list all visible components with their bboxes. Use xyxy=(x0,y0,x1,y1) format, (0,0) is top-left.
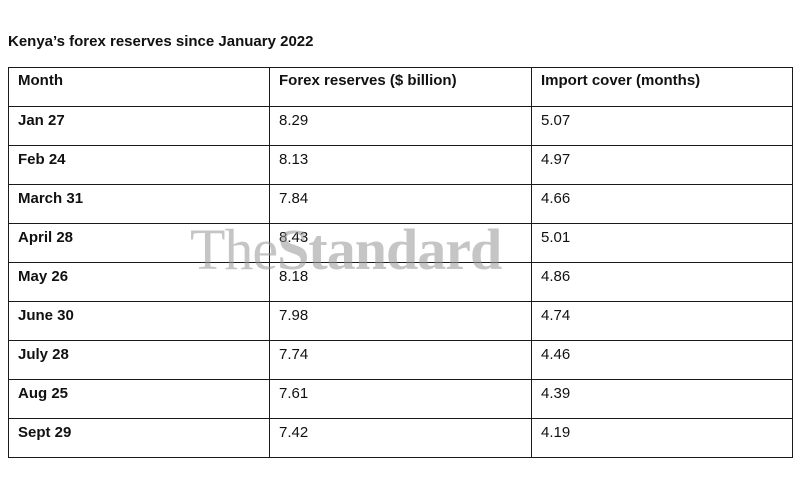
forex-reserves-cell: 7.84 xyxy=(269,184,532,224)
import-cover-cell: 4.66 xyxy=(531,184,793,224)
month-cell: May 26 xyxy=(8,262,270,302)
table-row: April 28 8.43 5.01 xyxy=(8,223,793,263)
month-cell: July 28 xyxy=(8,340,270,380)
header-import-cover: Import cover (months) xyxy=(531,67,793,107)
import-cover-cell: 4.74 xyxy=(531,301,793,341)
forex-table: Month Forex reserves ($ billion) Import … xyxy=(8,67,793,458)
forex-reserves-cell: 7.98 xyxy=(269,301,532,341)
import-cover-cell: 4.97 xyxy=(531,145,793,185)
forex-reserves-cell: 8.18 xyxy=(269,262,532,302)
table-row: June 30 7.98 4.74 xyxy=(8,301,793,341)
import-cover-cell: 4.39 xyxy=(531,379,793,419)
table-row: July 28 7.74 4.46 xyxy=(8,340,793,380)
table-row: Sept 29 7.42 4.19 xyxy=(8,418,793,458)
month-cell: Aug 25 xyxy=(8,379,270,419)
import-cover-cell: 5.01 xyxy=(531,223,793,263)
table-header-row: Month Forex reserves ($ billion) Import … xyxy=(8,67,793,107)
table-row: May 26 8.18 4.86 xyxy=(8,262,793,302)
table-row: Aug 25 7.61 4.39 xyxy=(8,379,793,419)
table-row: Feb 24 8.13 4.97 xyxy=(8,145,793,185)
forex-reserves-cell: 7.74 xyxy=(269,340,532,380)
forex-reserves-cell: 8.29 xyxy=(269,106,532,146)
table-row: March 31 7.84 4.66 xyxy=(8,184,793,224)
month-cell: Feb 24 xyxy=(8,145,270,185)
import-cover-cell: 4.19 xyxy=(531,418,793,458)
forex-reserves-cell: 7.42 xyxy=(269,418,532,458)
import-cover-cell: 5.07 xyxy=(531,106,793,146)
month-cell: Sept 29 xyxy=(8,418,270,458)
import-cover-cell: 4.46 xyxy=(531,340,793,380)
month-cell: April 28 xyxy=(8,223,270,263)
month-cell: June 30 xyxy=(8,301,270,341)
header-forex-reserves: Forex reserves ($ billion) xyxy=(269,67,532,107)
table-title: Kenya’s forex reserves since January 202… xyxy=(8,33,314,50)
forex-reserves-cell: 8.13 xyxy=(269,145,532,185)
header-month: Month xyxy=(8,67,270,107)
month-cell: Jan 27 xyxy=(8,106,270,146)
forex-reserves-cell: 8.43 xyxy=(269,223,532,263)
forex-reserves-cell: 7.61 xyxy=(269,379,532,419)
import-cover-cell: 4.86 xyxy=(531,262,793,302)
table-row: Jan 27 8.29 5.07 xyxy=(8,106,793,146)
month-cell: March 31 xyxy=(8,184,270,224)
